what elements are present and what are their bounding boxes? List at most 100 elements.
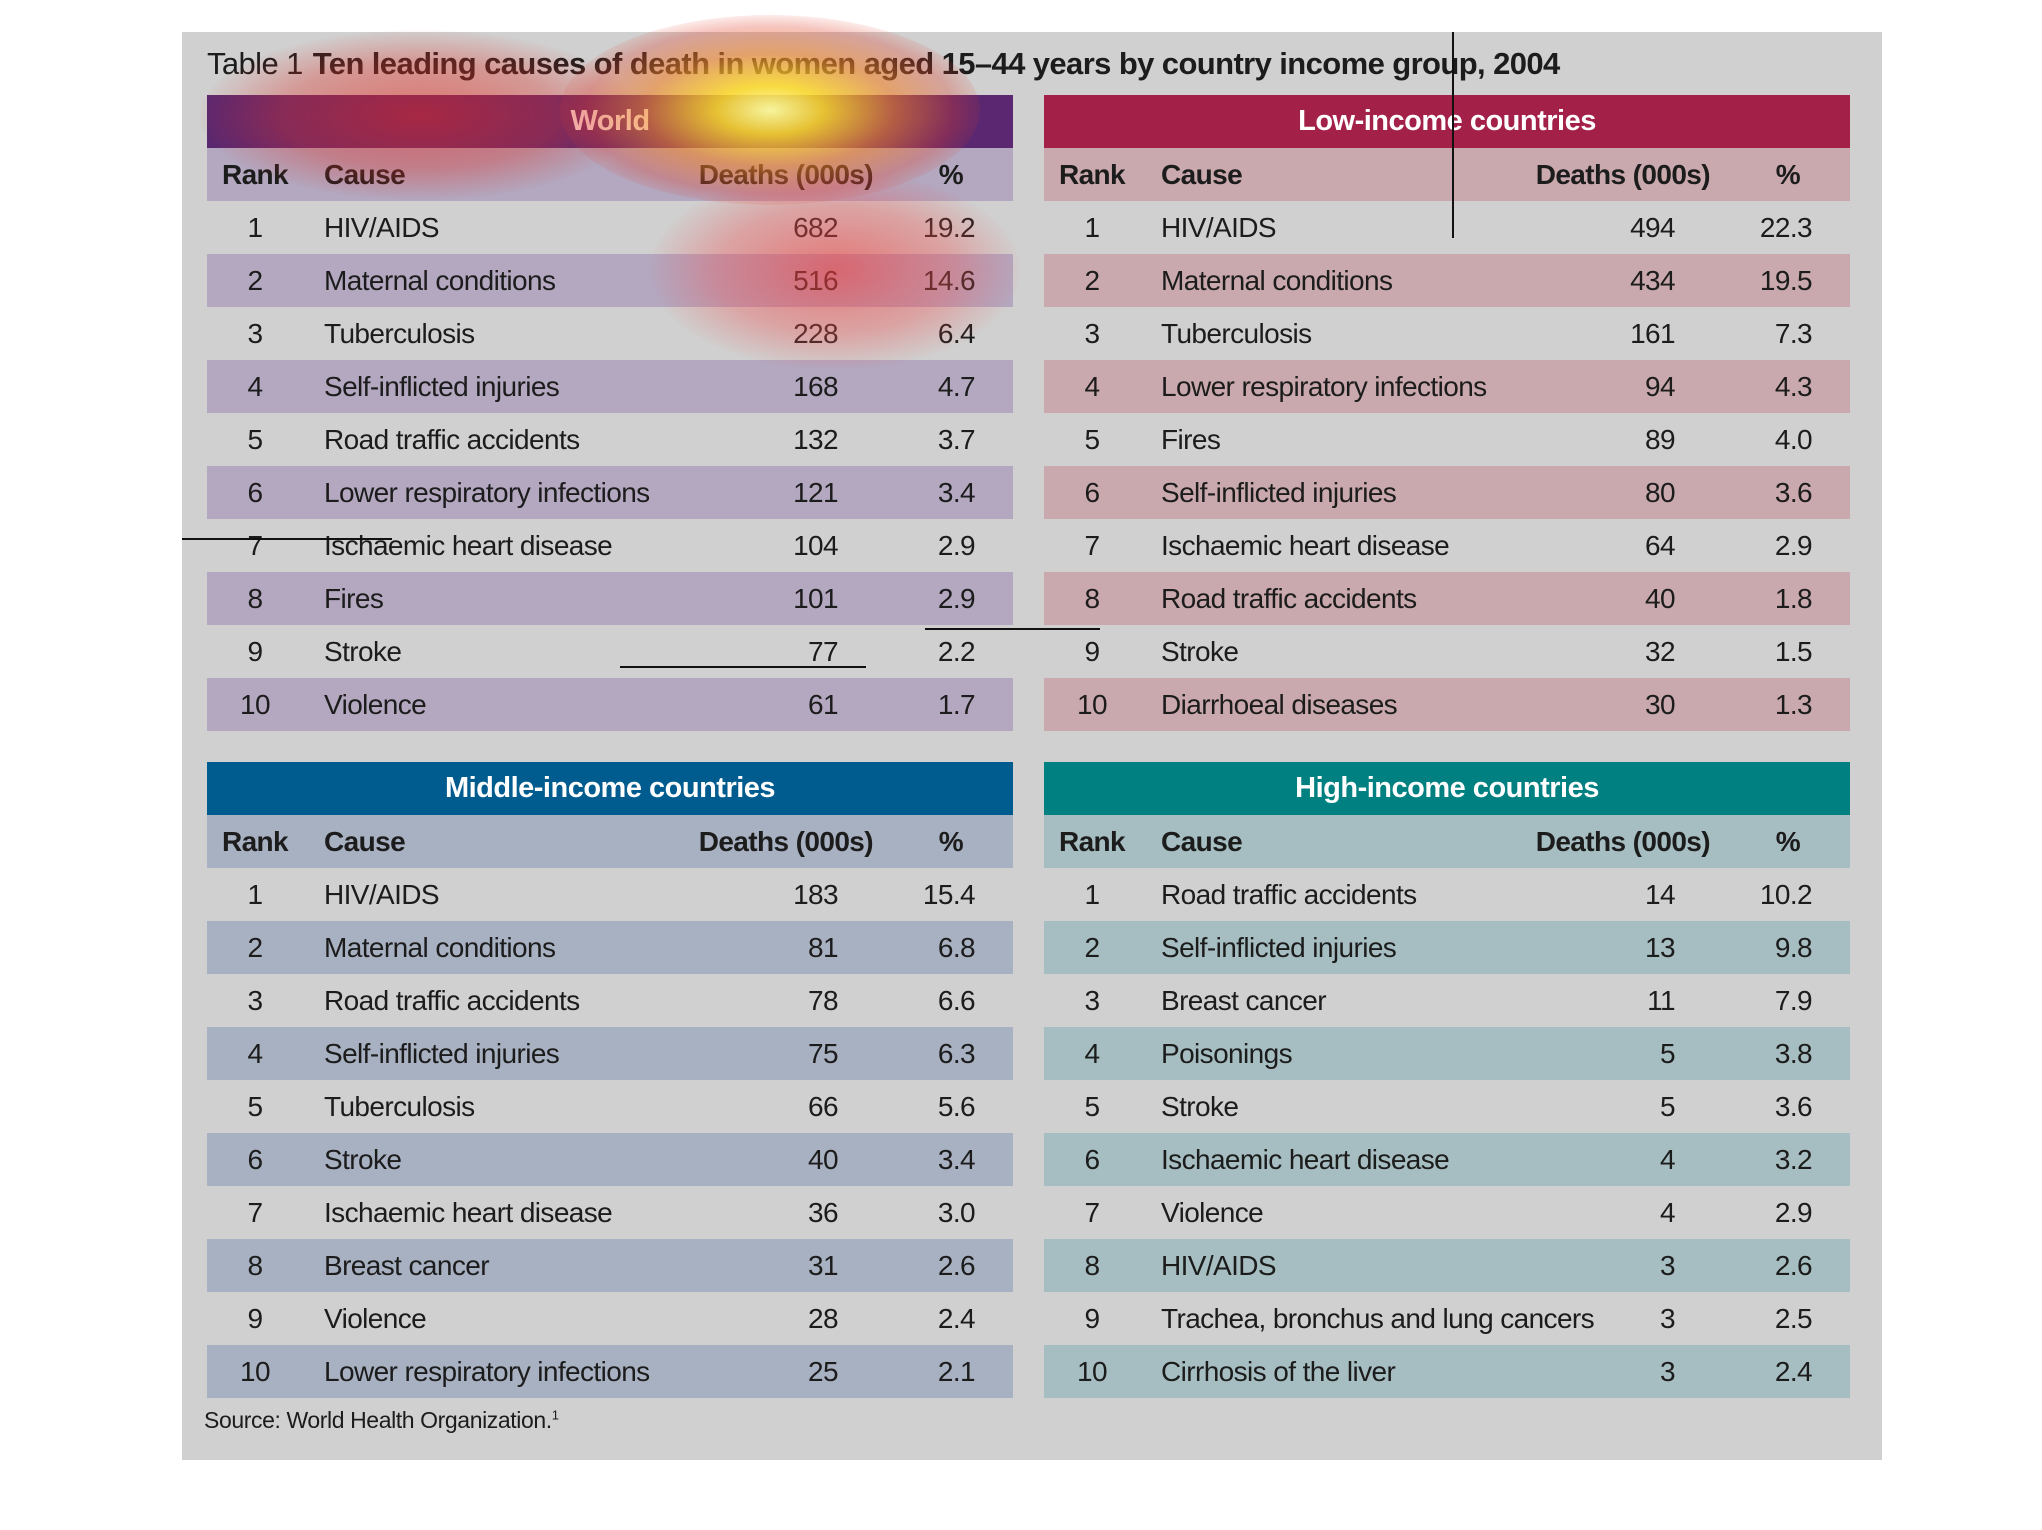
table-row: 10 Diarrhoeal diseases 30 1.3	[1044, 678, 1850, 731]
deaths-cell: 121	[793, 477, 839, 508]
rank-cell: 4	[1084, 1038, 1101, 1069]
deaths-cell: 682	[793, 212, 839, 243]
rank-cell: 10	[1077, 689, 1108, 720]
table-panel: Table 1 Ten leading causes of death in wo…	[182, 32, 1882, 1460]
cause-cell: Maternal conditions	[324, 265, 556, 296]
deaths-cell: 11	[1647, 985, 1675, 1016]
col-deaths-header: Deaths (000s)	[698, 159, 874, 190]
pct-cell: 1.8	[1774, 583, 1813, 614]
middle-income-table: Middle-income countries Rank Cause Deaths (…	[207, 762, 1013, 1398]
pct-cell: 7.3	[1774, 318, 1813, 349]
table-row: 6 Ischaemic heart disease 4 3.2	[1044, 1133, 1850, 1186]
pct-cell: 2.9	[937, 583, 976, 614]
pct-cell: 10.2	[1759, 879, 1813, 910]
table-row: 6 Lower respiratory infections 121 3.4	[207, 466, 1013, 519]
pct-cell: 3.7	[937, 424, 976, 455]
rank-cell: 4	[247, 371, 264, 402]
table-row: 2 Self-inflicted injuries 13 9.8	[1044, 921, 1850, 974]
rank-cell: 6	[1084, 477, 1101, 508]
pct-cell: 3.0	[937, 1197, 976, 1228]
rank-cell: 6	[247, 1144, 264, 1175]
cause-cell: Violence	[324, 1303, 427, 1334]
pct-cell: 1.7	[937, 689, 976, 720]
pct-cell: 1.5	[1774, 636, 1813, 667]
rank-cell: 4	[1084, 371, 1101, 402]
pct-cell: 5.6	[937, 1091, 976, 1122]
rank-cell: 5	[247, 424, 264, 455]
cause-cell: Self-inflicted injuries	[324, 1038, 560, 1069]
col-deaths-header: Deaths (000s)	[1535, 159, 1711, 190]
rank-cell: 8	[247, 1250, 264, 1281]
table-row: 7 Ischaemic heart disease 104 2.9	[207, 519, 1013, 572]
table-row: 2 Maternal conditions 81 6.8	[207, 921, 1013, 974]
table-row: 4 Lower respiratory infections 94 4.3	[1044, 360, 1850, 413]
deaths-cell: 94	[1645, 371, 1676, 402]
table-row: 3 Road traffic accidents 78 6.6	[207, 974, 1013, 1027]
table-heading: World	[207, 95, 1013, 148]
cause-cell: Self-inflicted injuries	[324, 371, 560, 402]
col-cause-header: Cause	[324, 826, 406, 857]
column-header-row: Rank Cause Deaths (000s)%	[1044, 148, 1850, 201]
table-row: 8 Breast cancer 31 2.6	[207, 1239, 1013, 1292]
cause-cell: Lower respiratory infections	[324, 477, 650, 508]
rank-cell: 1	[1084, 212, 1101, 243]
table-row: 8 Road traffic accidents 40 1.8	[1044, 572, 1850, 625]
world-table: World Rank Cause Deaths (000s)% 1 HIV/AIDS 682…	[207, 95, 1013, 731]
deaths-cell: 75	[808, 1038, 839, 1069]
cause-cell: HIV/AIDS	[324, 212, 440, 243]
table-row: 1 HIV/AIDS 682 19.2	[207, 201, 1013, 254]
col-cause-header: Cause	[324, 159, 406, 190]
pct-cell: 4.3	[1774, 371, 1813, 402]
stray-line-stroke-row	[620, 666, 866, 668]
rank-cell: 4	[247, 1038, 264, 1069]
table-row: 4 Poisonings 5 3.8	[1044, 1027, 1850, 1080]
table-row: 5 Road traffic accidents 132 3.7	[207, 413, 1013, 466]
cause-cell: Diarrhoeal diseases	[1161, 689, 1398, 720]
deaths-cell: 5	[1660, 1038, 1676, 1069]
deaths-cell: 81	[808, 932, 839, 963]
pct-cell: 9.8	[1774, 932, 1813, 963]
column-header-row: Rank Cause Deaths (000s)%	[1044, 815, 1850, 868]
table-row: 7 Violence 4 2.9	[1044, 1186, 1850, 1239]
pct-cell: 22.3	[1759, 212, 1813, 243]
pct-cell: 2.9	[1774, 530, 1813, 561]
cause-cell: Stroke	[1161, 636, 1239, 667]
col-deaths-header: Deaths (000s)	[698, 826, 874, 857]
rank-cell: 9	[247, 636, 264, 667]
rank-cell: 1	[247, 879, 264, 910]
rank-cell: 3	[247, 318, 264, 349]
rank-cell: 10	[240, 1356, 271, 1387]
deaths-cell: 14	[1645, 879, 1676, 910]
cause-cell: Road traffic accidents	[1161, 583, 1417, 614]
col-rank-header: Rank	[221, 159, 289, 190]
cause-cell: Ischaemic heart disease	[324, 1197, 613, 1228]
deaths-cell: 28	[808, 1303, 839, 1334]
deaths-cell: 132	[793, 424, 839, 455]
cause-cell: HIV/AIDS	[1161, 1250, 1277, 1281]
table-caption: Ten leading causes of death in women age…	[312, 46, 1560, 81]
table-row: 5 Stroke 5 3.6	[1044, 1080, 1850, 1133]
pct-cell: 2.6	[937, 1250, 976, 1281]
table-row: 2 Maternal conditions 434 19.5	[1044, 254, 1850, 307]
table-row: 4 Self-inflicted injuries 75 6.3	[207, 1027, 1013, 1080]
column-header-row: Rank Cause Deaths (000s)%	[207, 148, 1013, 201]
rank-cell: 6	[247, 477, 264, 508]
pct-cell: 19.2	[922, 212, 976, 243]
col-pct-header: %	[938, 159, 964, 190]
deaths-cell: 30	[1645, 689, 1676, 720]
deaths-cell: 78	[808, 985, 839, 1016]
table-row: 7 Ischaemic heart disease 64 2.9	[1044, 519, 1850, 572]
pct-cell: 7.9	[1774, 985, 1813, 1016]
pct-cell: 2.9	[937, 530, 976, 561]
cause-cell: Breast cancer	[324, 1250, 490, 1281]
cause-cell: Self-inflicted injuries	[1161, 477, 1397, 508]
pct-cell: 6.6	[937, 985, 976, 1016]
pct-cell: 2.4	[937, 1303, 976, 1334]
cause-cell: Maternal conditions	[1161, 265, 1393, 296]
rank-cell: 2	[1084, 265, 1101, 296]
table-row: 1 HIV/AIDS 494 22.3	[1044, 201, 1850, 254]
col-cause-header: Cause	[1161, 159, 1243, 190]
table-title: Table 1 Ten leading causes of death in wo…	[207, 46, 1560, 82]
deaths-cell: 161	[1630, 318, 1676, 349]
pct-cell: 6.8	[937, 932, 976, 963]
